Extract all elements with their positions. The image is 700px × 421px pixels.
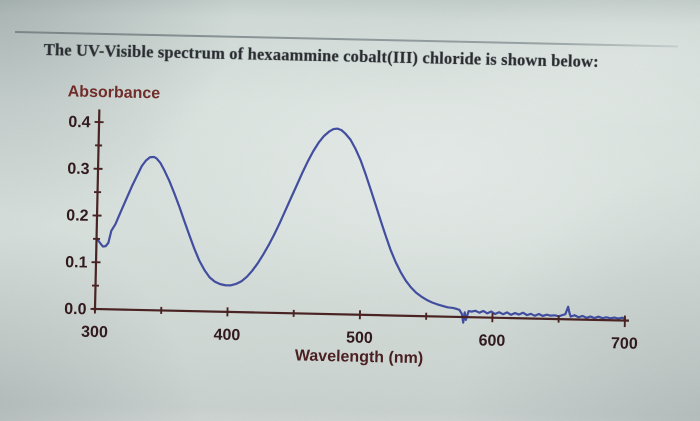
x-tick-label: 700 xyxy=(611,335,638,353)
x-tick-label: 400 xyxy=(213,327,240,345)
y-tick-marks xyxy=(90,120,104,311)
x-tick-label: 300 xyxy=(81,324,108,342)
y-tick-label: 0.3 xyxy=(67,161,90,178)
y-axis-line xyxy=(93,109,101,312)
y-tick-label: 0.0 xyxy=(64,301,87,318)
y-tick-label: 0.4 xyxy=(68,114,91,131)
x-tick-label: 600 xyxy=(478,332,505,350)
y-tick-labels: 0.0 0.1 0.2 0.3 0.4 xyxy=(64,114,91,318)
x-tick-label: 500 xyxy=(346,329,373,347)
y-axis-title: Absorbance xyxy=(68,83,161,102)
y-tick-label: 0.1 xyxy=(65,254,88,271)
x-axis-title: Wavelength (nm) xyxy=(295,347,424,367)
spectrum-curve xyxy=(95,127,627,324)
chart-skew-group: 300 400 500 600 700 0.0 0.1 0.2 0.3 0.4 Absorban… xyxy=(64,83,638,367)
y-tick-label: 0.2 xyxy=(66,207,89,224)
